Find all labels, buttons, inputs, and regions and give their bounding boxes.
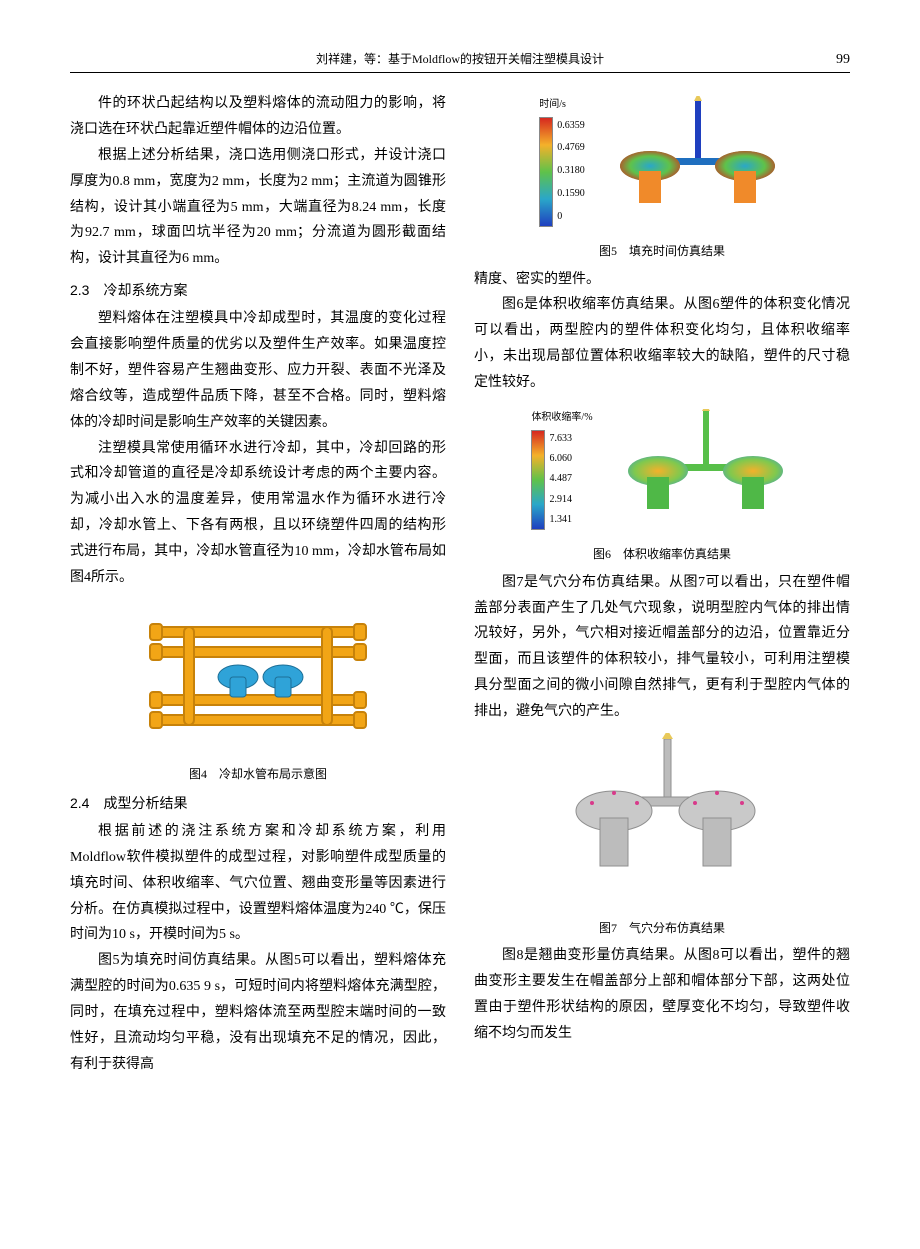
figure-7: 图7 气穴分布仿真结果 [474,733,850,939]
fig6-caption: 图6 体积收缩率仿真结果 [474,543,850,565]
running-header: 刘祥建，等：基于Moldflow的按钮开关帽注塑模具设计 99 [70,50,850,73]
paragraph: 根据前述的浇注系统方案和冷却系统方案，利用Moldflow软件模拟塑件的成型过程… [70,819,446,948]
page-number: 99 [810,52,850,68]
cb-label: 1.341 [549,511,572,530]
cb-label: 2.914 [549,491,572,510]
cb-label: 7.633 [549,430,572,449]
figure-6: 体积收缩率/% 7.633 6.060 4.487 2.914 1.341 [474,404,850,566]
fig4-svg [138,599,378,749]
fig6-scale-title: 体积收缩率/% [531,409,592,428]
section-heading-2-3: 2.3 冷却系统方案 [70,278,446,304]
cb-label: 0.4769 [557,139,585,158]
cb-label: 0.1590 [557,185,585,204]
paragraph: 注塑模具常使用循环水进行冷却，其中，冷却回路的形式和冷却管道的直径是冷却系统设计… [70,436,446,591]
paragraph: 件的环状凸起结构以及塑料熔体的流动阻力的影响，将浇口选在环状凸起靠近塑件帽体的边… [70,91,446,143]
fig6-svg [603,409,793,529]
fig7-svg [552,733,772,903]
paragraph: 图5为填充时间仿真结果。从图5可以看出，塑料熔体充满型腔的时间为0.635 9 … [70,948,446,1077]
fig5-scale-title: 时间/s [539,96,585,115]
paragraph: 塑料熔体在注塑模具中冷却成型时，其温度的变化过程会直接影响塑件质量的优劣以及塑件… [70,306,446,435]
fig5-colorbar: 0.6359 0.4769 0.3180 0.1590 0 [539,117,585,227]
paragraph: 图6是体积收缩率仿真结果。从图6塑件的体积变化情况可以看出，两型腔内的塑件体积变… [474,292,850,396]
fig6-colorbar: 7.633 6.060 4.487 2.914 1.341 [531,430,572,530]
paragraph: 图7是气穴分布仿真结果。从图7可以看出，只在塑件帽盖部分表面产生了几处气穴现象，… [474,570,850,725]
cb-label: 0 [557,208,585,227]
paragraph: 根据上述分析结果，浇口选用侧浇口形式，并设计浇口厚度为0.8 mm，宽度为2 m… [70,143,446,272]
cb-label: 4.487 [549,470,572,489]
cb-label: 0.6359 [557,117,585,136]
figure-4: 图4 冷却水管布局示意图 [70,599,446,785]
cb-label: 0.3180 [557,162,585,181]
paragraph: 图8是翘曲变形量仿真结果。从图8可以看出，塑件的翘曲变形主要发生在帽盖部分上部和… [474,943,850,1047]
two-column-body: 件的环状凸起结构以及塑料熔体的流动阻力的影响，将浇口选在环状凸起靠近塑件帽体的边… [70,91,850,1078]
fig5-caption: 图5 填充时间仿真结果 [474,240,850,262]
figure-5: 时间/s 0.6359 0.4769 0.3180 0.1590 0 [474,91,850,263]
paragraph: 精度、密实的塑件。 [474,267,850,293]
fig4-caption: 图4 冷却水管布局示意图 [70,763,446,785]
fig5-svg [595,96,785,226]
running-title: 刘祥建，等：基于Moldflow的按钮开关帽注塑模具设计 [110,50,810,67]
cb-label: 6.060 [549,450,572,469]
section-heading-2-4: 2.4 成型分析结果 [70,791,446,817]
fig7-caption: 图7 气穴分布仿真结果 [474,917,850,939]
